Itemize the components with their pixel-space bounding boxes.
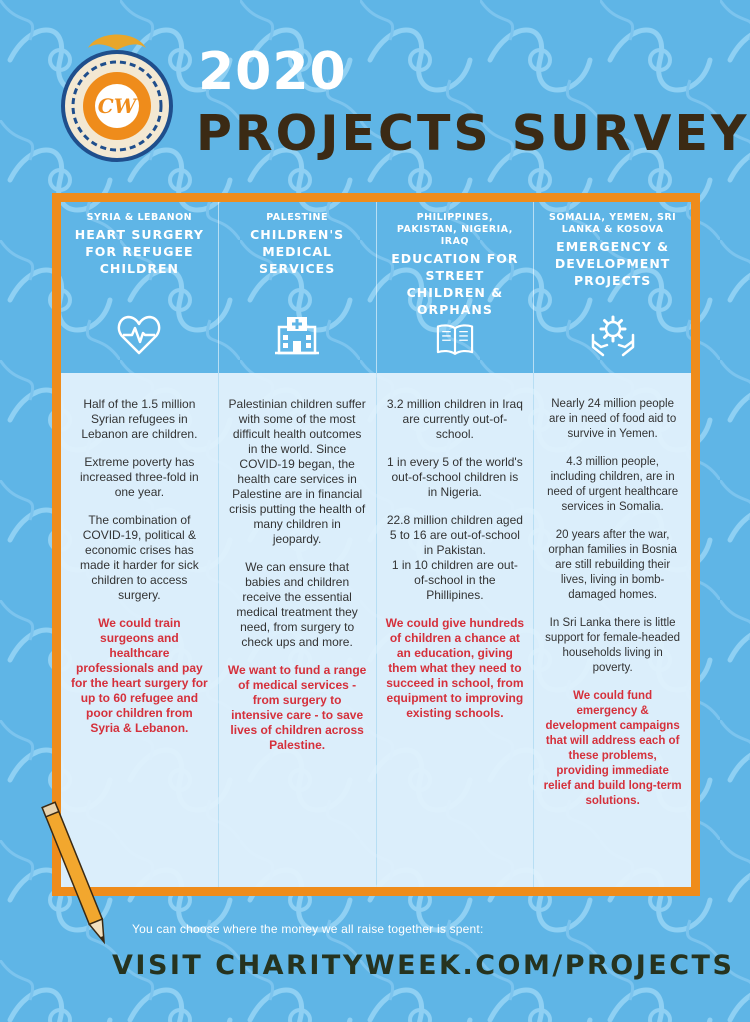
heart-pulse-icon [118,315,161,355]
project-column-emergency: SOMALIA, YEMEN, SRI LANKA & KOSOVA EMERG… [533,202,691,887]
fact-text: 22.8 million children aged 5 to 16 are o… [386,513,523,557]
fact-text: Nearly 24 million people are in need of … [549,398,677,440]
appeal-text: We could train surgeons and healthcare p… [71,616,208,735]
fact-text: Extreme poverty has increased three-fold… [80,455,199,499]
project-details: Palestinian children suffer with some of… [218,373,376,887]
project-location: SOMALIA, YEMEN, SRI LANKA & KOSOVA [549,212,677,235]
project-details: Nearly 24 million people are in need of … [534,373,691,887]
fact-text: In Sri Lanka there is little support for… [545,617,681,674]
project-title: HEART SURGERY FOR REFUGEE CHILDREN [74,227,204,276]
footer-message: You can choose where the money we all ra… [132,922,484,936]
charity-week-logo: CW [61,34,173,162]
fact-text: The combination of COVID-19, political &… [80,513,199,602]
pencil-icon [41,801,105,945]
fact-text: Half of the 1.5 million Syrian refugees … [81,397,198,441]
appeal-text: We could give hundreds of children a cha… [385,616,525,720]
page-title: PROJECTS SURVEY [196,105,750,162]
fact-text: 4.3 million people, including children, … [547,456,679,513]
appeal-text: We want to fund a range of medical servi… [227,663,367,752]
project-title: EMERGENCY & DEVELOPMENT PROJECTS [554,239,671,288]
project-title: CHILDREN'S MEDICAL SERVICES [250,227,345,276]
appeal-text: We could fund emergency & development ca… [543,690,682,807]
projects-link[interactable]: VISIT CHARITYWEEK.COM/PROJECTS [112,950,735,981]
project-details: 3.2 million children in Iraq are current… [376,373,534,887]
hospital-icon [275,317,320,355]
fact-text: 3.2 million children in Iraq are current… [386,397,523,441]
project-details: Half of the 1.5 million Syrian refugees … [61,373,218,887]
project-title: EDUCATION FOR STREET CHILDREN & ORPHANS [391,251,519,317]
logo-text: CW [98,94,139,118]
fact-text: 1 in every 5 of the world's out-of-schoo… [387,455,523,499]
project-column-syria-lebanon: SYRIA & LEBANON HEART SURGERY FOR REFUGE… [61,202,218,887]
project-location: SYRIA & LEBANON [86,212,193,223]
open-book-icon [436,324,474,355]
fact-text: We can ensure that babies and children r… [236,560,358,649]
projects-frame: SYRIA & LEBANON HEART SURGERY FOR REFUGE… [52,193,700,896]
project-column-education: PHILIPPINES, PAKISTAN, NIGERIA, IRAQ EDU… [375,202,534,887]
project-location: PALESTINE [266,212,329,223]
fact-text: 1 in 10 children are out-of-school in th… [391,558,518,602]
project-column-palestine: PALESTINE CHILDREN'S MEDICAL SERVICES Pa… [217,202,376,887]
project-location: PHILIPPINES, PAKISTAN, NIGERIA, IRAQ [396,212,513,247]
fact-text: 20 years after the war, orphan families … [548,529,677,601]
hands-gear-icon [591,315,634,357]
fact-text: Palestinian children suffer with some of… [228,397,366,546]
title-year: 2020 [198,42,347,102]
